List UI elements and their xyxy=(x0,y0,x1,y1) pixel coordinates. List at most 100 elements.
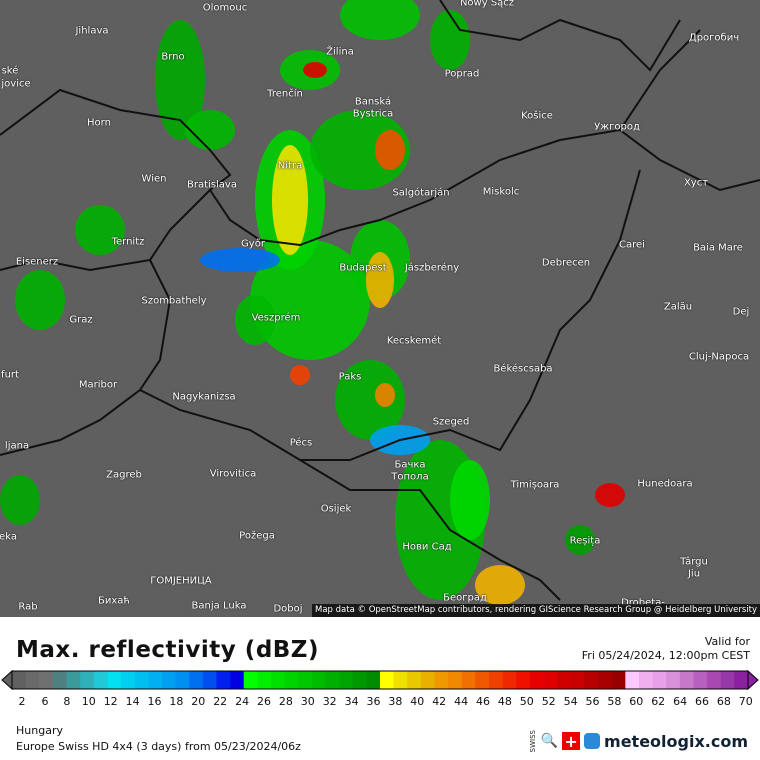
scale-tick-label: 24 xyxy=(235,695,250,708)
precipitation-area xyxy=(185,110,235,150)
radar-map[interactable]: Olomouc Nowy Sącz Jihlava Brno Žilina Poprad Д… xyxy=(0,0,760,617)
scale-tick-label: 70 xyxy=(738,695,753,708)
city-label: Jászberény xyxy=(404,262,460,274)
precipitation-area xyxy=(375,130,405,170)
city-label: Bratislava xyxy=(187,179,237,191)
scale-tick-label: 10 xyxy=(81,695,96,708)
precipitation-area xyxy=(75,205,125,255)
scale-segment xyxy=(625,671,640,689)
precipitation-area xyxy=(375,383,395,407)
scale-segment xyxy=(93,671,108,689)
city-label: Hunedoara xyxy=(637,478,693,490)
scale-tick-label: 8 xyxy=(63,695,71,708)
scale-segment xyxy=(543,671,558,689)
city-label: Banská xyxy=(354,96,392,108)
precipitation-area xyxy=(303,62,327,78)
scale-segment xyxy=(25,671,40,689)
scale-segment xyxy=(12,671,27,689)
country-border xyxy=(299,459,561,601)
map-canvas xyxy=(0,0,760,605)
magnifier-icon: 🔍 xyxy=(540,733,559,750)
scale-segment xyxy=(420,671,436,689)
city-label: Salgótarján xyxy=(392,187,450,199)
scale-tick-label: 60 xyxy=(629,695,644,708)
city-label: Jihlava xyxy=(75,25,109,37)
scale-segment xyxy=(189,671,204,689)
scale-tick-label: 2 xyxy=(18,695,26,708)
scale-segment xyxy=(366,671,381,689)
scale-segment xyxy=(666,671,681,689)
city-label: Carei xyxy=(619,239,645,251)
city-label: Београд xyxy=(443,592,487,604)
scale-segment xyxy=(257,671,272,689)
scale-right-arrow xyxy=(747,669,759,691)
city-label: ГОМЈЕНИЦА xyxy=(150,575,212,587)
meteologix-logo-icon xyxy=(584,733,601,750)
precipitation-area xyxy=(272,145,308,255)
scale-tick-label: 58 xyxy=(607,695,622,708)
city-label: Dej xyxy=(732,306,750,318)
scale-segment xyxy=(434,671,449,689)
precipitation-area xyxy=(335,360,405,440)
valid-time: Fri 05/24/2024, 12:00pm CEST xyxy=(581,649,750,662)
scale-segment xyxy=(611,671,626,689)
city-label: Nowy Sącz xyxy=(459,0,515,9)
scale-segment xyxy=(52,671,68,689)
precipitation-area xyxy=(595,483,625,507)
country-border xyxy=(439,0,681,72)
scale-tick-label: 30 xyxy=(300,695,315,708)
scale-segment xyxy=(230,671,245,689)
city-label: jovice xyxy=(1,78,31,90)
scale-tick-label: 56 xyxy=(585,695,600,708)
city-label: Nitra xyxy=(277,160,303,172)
scale-segment xyxy=(298,671,313,689)
scale-tick-label: 26 xyxy=(257,695,271,708)
scale-tick-label: 18 xyxy=(169,695,184,708)
city-label: Zalău xyxy=(663,301,693,313)
scale-tick-label: 40 xyxy=(410,695,425,708)
scale-tick-label: 44 xyxy=(454,695,469,708)
scale-segment xyxy=(66,671,81,689)
region-name: Hungary xyxy=(16,724,63,737)
scale-tick-label: 36 xyxy=(366,695,381,708)
scale-segment xyxy=(557,671,572,689)
scale-tick-label: 16 xyxy=(147,695,162,708)
scale-segment xyxy=(529,671,545,689)
scale-tick-label: 48 xyxy=(497,695,512,708)
city-label: Бачка xyxy=(394,459,426,471)
country-border xyxy=(619,129,760,192)
scale-tick-label: 38 xyxy=(388,695,403,708)
scale-segment xyxy=(679,671,694,689)
scale-tick-label: 54 xyxy=(563,695,578,708)
scale-segment xyxy=(107,671,122,689)
city-label: Нови Сад xyxy=(402,541,452,553)
scale-segment xyxy=(161,671,177,689)
valid-label: Valid for xyxy=(704,635,750,648)
scale-tick-label: 42 xyxy=(432,695,447,708)
scale-segment xyxy=(352,671,367,689)
city-label: Olomouc xyxy=(202,2,248,14)
scale-segment xyxy=(502,671,517,689)
city-label: Doboj xyxy=(273,603,303,615)
city-label: Budapest xyxy=(339,262,387,274)
city-label: Rab xyxy=(18,601,38,613)
city-label: Békéscsaba xyxy=(493,363,553,375)
scale-segment xyxy=(734,671,749,689)
scale-segment xyxy=(584,671,599,689)
scale-segment xyxy=(448,671,463,689)
city-label: Trenčín xyxy=(267,88,303,100)
scale-segment xyxy=(148,671,163,689)
city-label: Poprad xyxy=(444,68,480,80)
scale-segment xyxy=(638,671,654,689)
scale-segment xyxy=(175,671,190,689)
city-label: Osijek xyxy=(320,503,352,515)
city-label: eka xyxy=(0,531,17,543)
precipitation-area xyxy=(565,525,595,555)
scale-tick-label: 66 xyxy=(695,695,709,708)
city-label: Miskolc xyxy=(482,186,520,198)
scale-segment xyxy=(475,671,490,689)
swiss-hd-search-icon: SWISS xyxy=(528,730,537,753)
country-border xyxy=(0,189,211,272)
scale-segment xyxy=(216,671,231,689)
scale-segment xyxy=(461,671,476,689)
